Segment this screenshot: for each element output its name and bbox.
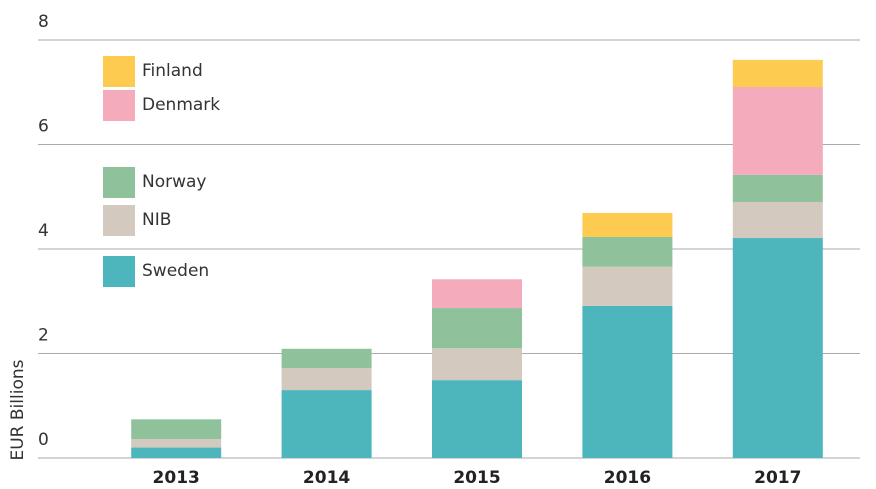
bar-segment: [732, 87, 823, 175]
bar-segment: [432, 348, 522, 381]
legend-label: Norway: [142, 172, 207, 192]
x-tick-label: 2017: [754, 468, 801, 488]
bar-segment: [432, 279, 522, 309]
y-tick-label: 4: [38, 221, 49, 241]
x-tick-label: 2015: [453, 468, 500, 488]
legend-swatch: [103, 56, 135, 87]
bar-segment: [131, 439, 222, 448]
bar-segment: [281, 368, 372, 391]
bar-segment: [131, 447, 222, 458]
y-tick-label: 8: [38, 12, 49, 32]
bar-segment: [582, 212, 673, 237]
legend-swatch: [103, 205, 135, 236]
bar-segment: [582, 236, 673, 267]
y-tick-label: 2: [38, 326, 49, 346]
x-tick-label: 2016: [604, 468, 651, 488]
y-tick-label: 6: [38, 117, 49, 137]
bar-segment: [281, 390, 372, 458]
legend-label: Sweden: [142, 261, 209, 281]
legend-swatch: [103, 256, 135, 287]
bar-segment: [732, 59, 823, 88]
y-axis-label: EUR Billions: [8, 359, 28, 460]
legend-swatch: [103, 167, 135, 198]
bar-segment: [432, 380, 522, 458]
legend-swatch: [103, 90, 135, 121]
bar-segment: [432, 308, 522, 349]
legend-label: NIB: [142, 210, 171, 230]
bar-segment: [732, 201, 823, 239]
legend-label: Finland: [142, 61, 203, 81]
bar-segment: [281, 348, 372, 369]
bar-segment: [582, 305, 673, 458]
y-tick-label: 0: [38, 430, 49, 450]
x-tick-label: 2014: [303, 468, 350, 488]
bar-segment: [131, 419, 222, 440]
bar-segment: [582, 266, 673, 306]
legend-label: Denmark: [142, 95, 220, 115]
bar-segment: [732, 238, 823, 458]
x-tick-label: 2013: [153, 468, 200, 488]
bar-segment: [732, 174, 823, 202]
